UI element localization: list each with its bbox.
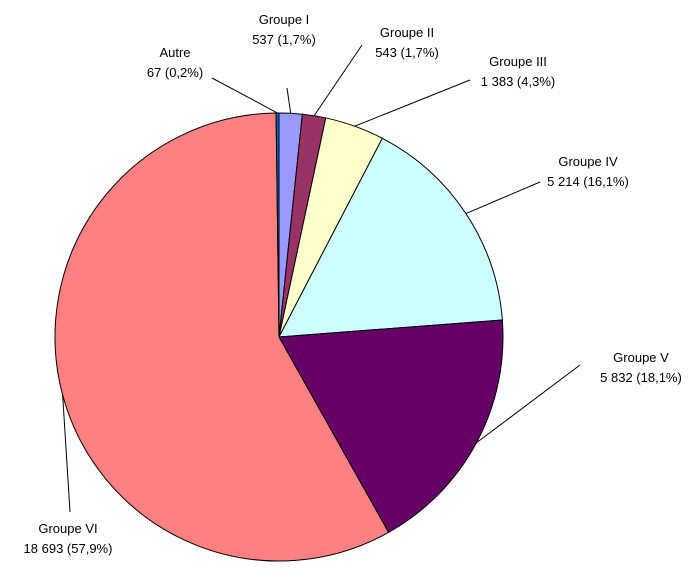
slice-value-label: 67 (0,2%) <box>147 65 203 80</box>
slice-value-label: 1 383 (4,3%) <box>481 74 555 89</box>
slice-label: Groupe VI <box>38 521 97 536</box>
leader-line <box>313 44 363 117</box>
slice-label: Groupe III <box>489 54 547 69</box>
slice-value-label: 543 (1,7%) <box>375 45 439 60</box>
slice-value-label: 18 693 (57,9%) <box>24 541 113 556</box>
leader-line <box>476 364 581 444</box>
leader-line <box>62 395 71 513</box>
slice-label: Groupe IV <box>558 154 618 169</box>
slice-label: Groupe II <box>380 25 434 40</box>
slice-label: Groupe V <box>613 350 669 365</box>
leader-line <box>286 87 292 114</box>
pie-slice <box>278 319 504 534</box>
slice-value-label: 5 214 (16,1%) <box>547 174 629 189</box>
leader-line <box>211 77 278 114</box>
leader-line <box>465 181 541 215</box>
leader-line <box>354 79 471 127</box>
pie-slice <box>275 112 280 338</box>
slice-value-label: 5 832 (18,1%) <box>600 370 682 385</box>
slice-label: Autre <box>159 45 190 60</box>
slice-value-label: 537 (1,7%) <box>252 32 316 47</box>
slice-label: Groupe I <box>259 12 310 27</box>
pie-slice <box>278 137 503 338</box>
